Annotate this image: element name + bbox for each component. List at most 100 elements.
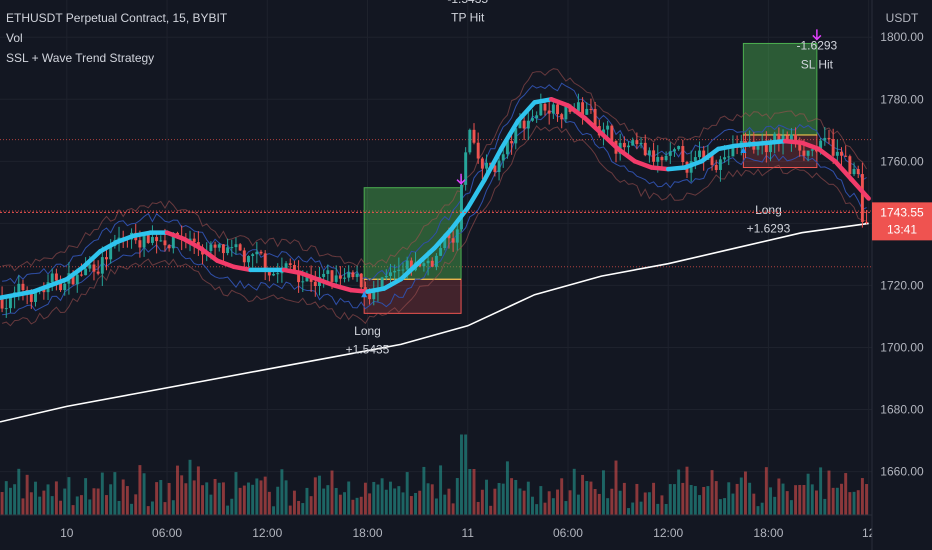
volume-bar (205, 482, 209, 515)
volume-bar (539, 486, 543, 515)
volume-bar (589, 481, 593, 515)
candle-body (50, 273, 54, 283)
volume-bar (777, 478, 781, 515)
volume-bar (180, 475, 184, 515)
candle-body (627, 145, 630, 148)
candle-body (827, 137, 831, 140)
candle-body (334, 275, 338, 282)
volume-bar (505, 461, 509, 515)
long-entry-arrow-icon (740, 146, 747, 153)
candle-body (635, 140, 639, 145)
candle-body (848, 156, 852, 175)
candle-body (4, 308, 8, 310)
candle-body (505, 141, 509, 155)
ssl-segment (699, 146, 721, 164)
candle-body (485, 162, 488, 169)
candle-body (455, 229, 459, 243)
volume-bar (38, 496, 42, 515)
volume-bar (309, 496, 313, 515)
volume-bar (63, 488, 67, 515)
x-tick-label: 18:00 (753, 526, 783, 540)
volume-bar (698, 495, 701, 515)
channel-band-line (1, 125, 867, 327)
volume-bar (501, 483, 505, 515)
volume-bar (96, 488, 100, 515)
volume-bar (556, 489, 559, 515)
x-tick-label: 18:00 (352, 526, 382, 540)
volume-bar (798, 484, 802, 515)
volume-bar (510, 478, 514, 515)
volume-bar (117, 501, 121, 515)
volume-bar (844, 473, 848, 515)
ssl-segment (214, 258, 237, 270)
volume-bar (389, 481, 392, 515)
ssl-segment (298, 270, 320, 282)
volume-bar (184, 483, 188, 515)
volume-bar (46, 484, 50, 515)
candle-body (518, 120, 522, 129)
last-price-value: 1743.55 (880, 205, 924, 219)
candle-body (844, 155, 848, 157)
candle-body (263, 253, 267, 269)
volume-bar (368, 493, 372, 515)
candle-body (823, 137, 827, 141)
volume-bar (865, 484, 869, 515)
bar-countdown: 13:41 (887, 222, 917, 236)
ssl-segment (549, 97, 571, 108)
long-entry-arrow-icon (361, 291, 368, 298)
symbol-title[interactable]: ETHUSDT Perpetual Contract, 15, BYBIT (6, 11, 228, 25)
ssl-segment (281, 267, 303, 276)
volume-bar (92, 488, 96, 515)
trade-annotation-label: TP Hit (451, 11, 485, 25)
candle-body (426, 260, 430, 264)
candle-body (856, 168, 860, 175)
candle-body (810, 149, 814, 151)
volume-bar (451, 503, 455, 515)
ssl-segment (799, 140, 821, 152)
ssl-segment (164, 230, 187, 242)
volume-bar (288, 505, 292, 515)
channel-band-line (2, 110, 867, 316)
candle-body (547, 110, 551, 114)
volume-bar (393, 488, 397, 515)
candle-body (397, 269, 401, 271)
candle-body (556, 104, 559, 115)
strategy-label[interactable]: SSL + Wave Trend Strategy (6, 51, 155, 65)
volume-bar (664, 503, 668, 515)
ssl-segment (832, 159, 855, 183)
y-tick-label: 1660.00 (880, 465, 924, 479)
ssl-segment (482, 146, 504, 183)
volume-bar (840, 483, 843, 515)
candle-body (155, 237, 159, 242)
volume-bar (497, 483, 501, 515)
candle-body (677, 146, 681, 150)
volume-bar (668, 484, 672, 515)
volume-bar (409, 496, 413, 515)
ssl-segment (348, 287, 370, 294)
candle-body (764, 142, 768, 153)
ssl-segment (766, 138, 788, 145)
volume-bar (602, 470, 605, 515)
candle-body (802, 150, 806, 156)
volume-bar (343, 492, 347, 515)
volume-bar (188, 459, 192, 515)
volume-indicator-label[interactable]: Vol (6, 31, 23, 45)
candle-body (351, 272, 355, 278)
volume-bar (856, 490, 860, 515)
candle-body (159, 240, 163, 242)
volume-bar (514, 479, 518, 515)
volume-bar (134, 494, 138, 515)
candle-body (606, 125, 610, 130)
volume-bar (176, 465, 179, 515)
volume-bar (150, 501, 154, 515)
ssl-segment (315, 276, 337, 288)
volume-bar (226, 505, 230, 515)
candle-body (693, 157, 697, 162)
volume-bar (418, 490, 422, 515)
candle-body (476, 142, 480, 159)
volume-bar (543, 502, 547, 515)
volume-bar (301, 503, 305, 515)
last-price-tag (872, 202, 932, 241)
